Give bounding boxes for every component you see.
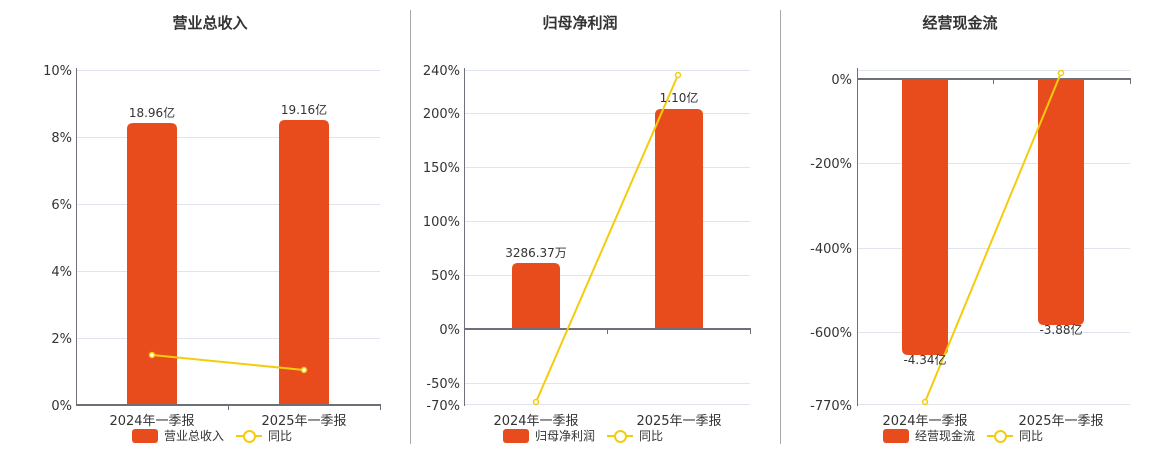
bar-value-label: 19.16亿 bbox=[281, 102, 327, 117]
line-legend-marker-icon bbox=[607, 429, 634, 443]
bar-2024 bbox=[127, 123, 177, 405]
y-tick: -50% bbox=[426, 377, 460, 392]
line-legend-marker-icon bbox=[987, 429, 1014, 443]
y-tick: 0% bbox=[51, 399, 72, 414]
y-tick: -600% bbox=[810, 326, 852, 341]
y-tick: 200% bbox=[423, 107, 460, 122]
chart-panel-net-profit: 归母净利润 240% 200% 150% 100% 50% 0% -50% -7 bbox=[423, 14, 751, 444]
chart-title: 经营现金流 bbox=[922, 14, 998, 32]
bar-value-label: 18.96亿 bbox=[129, 105, 175, 120]
bar-2025 bbox=[1038, 79, 1084, 325]
x-label: 2025年一季报 bbox=[1018, 414, 1103, 429]
bar-value-label: -4.34亿 bbox=[903, 352, 946, 367]
chart-plot: 10% 8% 6% 4% 2% 0% 18.96亿 19.16亿 2024年一季… bbox=[43, 64, 381, 429]
legend-bar-label[interactable]: 营业总收入 bbox=[164, 429, 225, 443]
legend[interactable]: 归母净利润 同比 bbox=[503, 427, 663, 444]
y-tick: 6% bbox=[51, 198, 72, 213]
yoy-point-2025 bbox=[1057, 69, 1065, 77]
x-label: 2025年一季报 bbox=[636, 414, 721, 429]
divider bbox=[410, 10, 411, 444]
y-tick: 0% bbox=[439, 323, 460, 338]
y-tick: 50% bbox=[431, 269, 460, 284]
bar-legend-swatch-icon bbox=[883, 428, 909, 443]
bar-value-label: 3286.37万 bbox=[505, 246, 567, 260]
line-legend-marker-icon bbox=[236, 429, 263, 443]
yoy-point-2025 bbox=[300, 366, 308, 374]
y-tick: 240% bbox=[423, 64, 460, 79]
chart-title: 营业总收入 bbox=[172, 14, 248, 32]
bar-2025 bbox=[655, 109, 703, 329]
bar-2024 bbox=[902, 79, 948, 355]
y-tick: 8% bbox=[51, 131, 72, 146]
legend[interactable]: 经营现金流 同比 bbox=[883, 427, 1043, 444]
y-tick: -400% bbox=[810, 242, 852, 257]
y-tick: -200% bbox=[810, 157, 852, 172]
bar-legend-swatch-icon bbox=[132, 428, 158, 443]
y-tick: 150% bbox=[423, 161, 460, 176]
y-tick: 0% bbox=[831, 73, 852, 88]
legend-yoy-label[interactable]: 同比 bbox=[268, 429, 293, 443]
legend-bar-label[interactable]: 经营现金流 bbox=[915, 429, 976, 443]
x-label: 2024年一季报 bbox=[109, 414, 194, 429]
x-label: 2024年一季报 bbox=[882, 414, 967, 429]
x-label: 2024年一季报 bbox=[493, 414, 578, 429]
chart-title: 归母净利润 bbox=[542, 14, 618, 32]
y-tick: 100% bbox=[423, 215, 460, 230]
yoy-point-2025 bbox=[674, 71, 682, 79]
bar-2025 bbox=[279, 120, 329, 405]
y-tick: -770% bbox=[810, 399, 852, 414]
x-label: 2025年一季报 bbox=[261, 414, 346, 429]
chart-plot: 240% 200% 150% 100% 50% 0% -50% -70% 328… bbox=[423, 64, 751, 429]
yoy-point-2024 bbox=[148, 351, 156, 359]
bar-value-label: 1.10亿 bbox=[660, 90, 699, 105]
y-tick: 2% bbox=[51, 332, 72, 347]
bar-2024 bbox=[512, 263, 560, 329]
y-tick: -70% bbox=[426, 399, 460, 414]
legend-bar-label[interactable]: 归母净利润 bbox=[535, 429, 596, 443]
legend-yoy-label[interactable]: 同比 bbox=[1019, 429, 1044, 443]
yoy-point-2024 bbox=[532, 398, 540, 406]
legend[interactable]: 营业总收入 同比 bbox=[132, 427, 292, 444]
yoy-point-2024 bbox=[921, 398, 929, 406]
bar-value-label: -3.88亿 bbox=[1039, 322, 1082, 337]
bar-legend-swatch-icon bbox=[503, 428, 529, 443]
divider bbox=[780, 10, 781, 444]
legend-yoy-label[interactable]: 同比 bbox=[639, 429, 664, 443]
y-tick: 10% bbox=[43, 64, 72, 79]
chart-panel-revenue: 营业总收入 10% 8% 6% 4% 2% 0% bbox=[0, 0, 410, 450]
y-tick: 4% bbox=[51, 265, 72, 280]
